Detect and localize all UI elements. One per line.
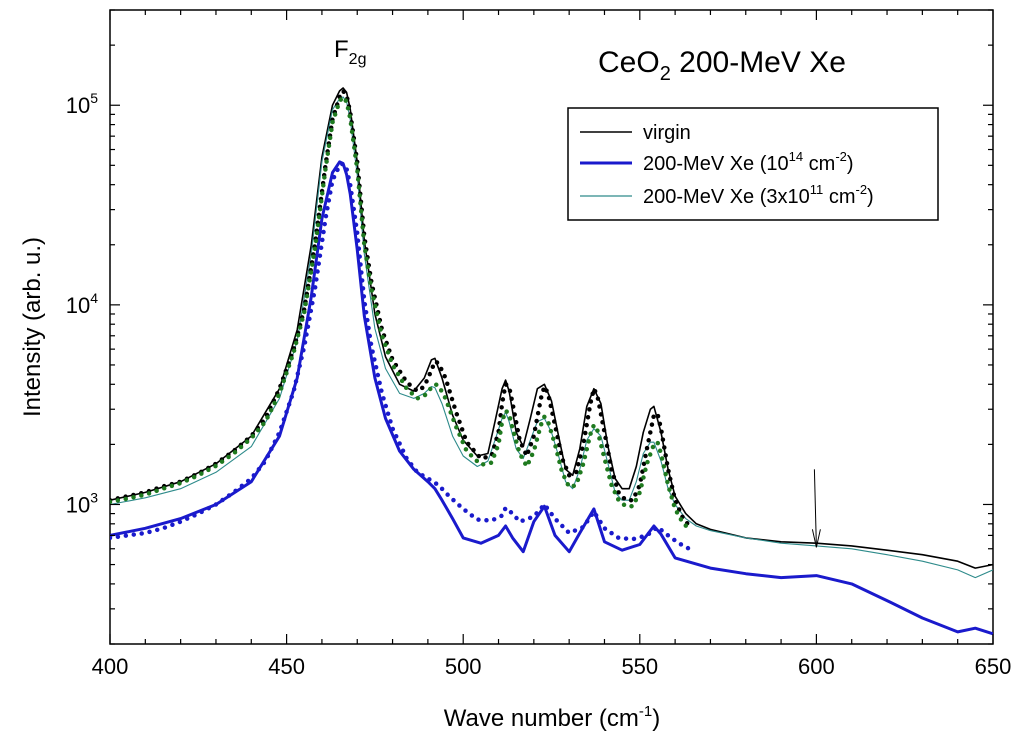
x-tick-label: 400 (92, 654, 129, 679)
y-axis-title: Intensity (arb. u.) (19, 237, 46, 417)
legend: virgin 200-MeV Xe (1014 cm-2) 200-MeV Xe… (567, 107, 939, 221)
series-line-0 (110, 87, 993, 569)
peak-label: F2g (334, 36, 366, 68)
series-line-1 (110, 160, 993, 636)
x-tick-label: 650 (975, 654, 1012, 679)
legend-label-xe-1e14: 200-MeV Xe (1014 cm-2) (643, 149, 854, 175)
arrow-shaft (813, 469, 817, 548)
series-layer (110, 86, 993, 636)
x-tick-label: 550 (621, 654, 658, 679)
chart-title: CeO2 200-MeV Xe (598, 46, 846, 85)
series-line-3 (110, 86, 692, 529)
x-tick-label: 600 (798, 654, 835, 679)
ticks-layer: 400 450 500 550 600 650 103 104 105 (66, 9, 1012, 679)
y-tick-label: 105 (66, 90, 98, 118)
legend-label-virgin: virgin (643, 122, 691, 144)
x-tick-label: 450 (268, 654, 305, 679)
x-tick-label: 500 (445, 654, 482, 679)
arrow-head (811, 529, 821, 548)
plot-frame (109, 9, 994, 645)
y-tick-label: 103 (66, 489, 98, 517)
y-tick-label: 104 (66, 290, 98, 318)
x-axis-title: Wave number (cm-1) (444, 703, 661, 732)
series-line-4 (110, 160, 692, 552)
annotation-arrow (811, 469, 821, 548)
legend-label-xe-3e11: 200-MeV Xe (3x1011 cm-2) (643, 182, 874, 208)
